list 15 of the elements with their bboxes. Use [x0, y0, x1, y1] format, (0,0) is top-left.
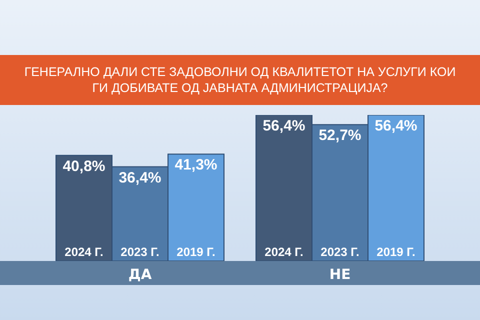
data-label: 52,7% — [318, 127, 362, 144]
data-label: 56,4% — [262, 118, 306, 135]
series-label: 2019 Г. — [176, 245, 216, 259]
x-tick-label: ДА — [128, 266, 152, 283]
chart-title: ГЕНЕРАЛНО ДАЛИ СТЕ ЗАДОВОЛНИ ОД КВАЛИТЕТОТ НА УСЛУГИ КОИ ГИ ДОБИВАТЕ ОД ЈАВНАТА АДМИНИСТРАЦИЈА? — [0, 55, 480, 105]
data-label: 40,8% — [62, 158, 106, 176]
text: 2023 Г. — [320, 245, 360, 259]
data-label: 41,3% — [174, 156, 218, 174]
text: 2024 Г. — [264, 245, 304, 259]
x-tick-label: НЕ — [329, 266, 351, 283]
text: 2019 Г. — [376, 245, 416, 259]
series-label: 2023 Г. — [120, 245, 160, 259]
data-label: 56,4% — [374, 118, 418, 135]
data-label: 36,4% — [118, 169, 162, 186]
series-label: 2024 Г. — [64, 245, 104, 259]
